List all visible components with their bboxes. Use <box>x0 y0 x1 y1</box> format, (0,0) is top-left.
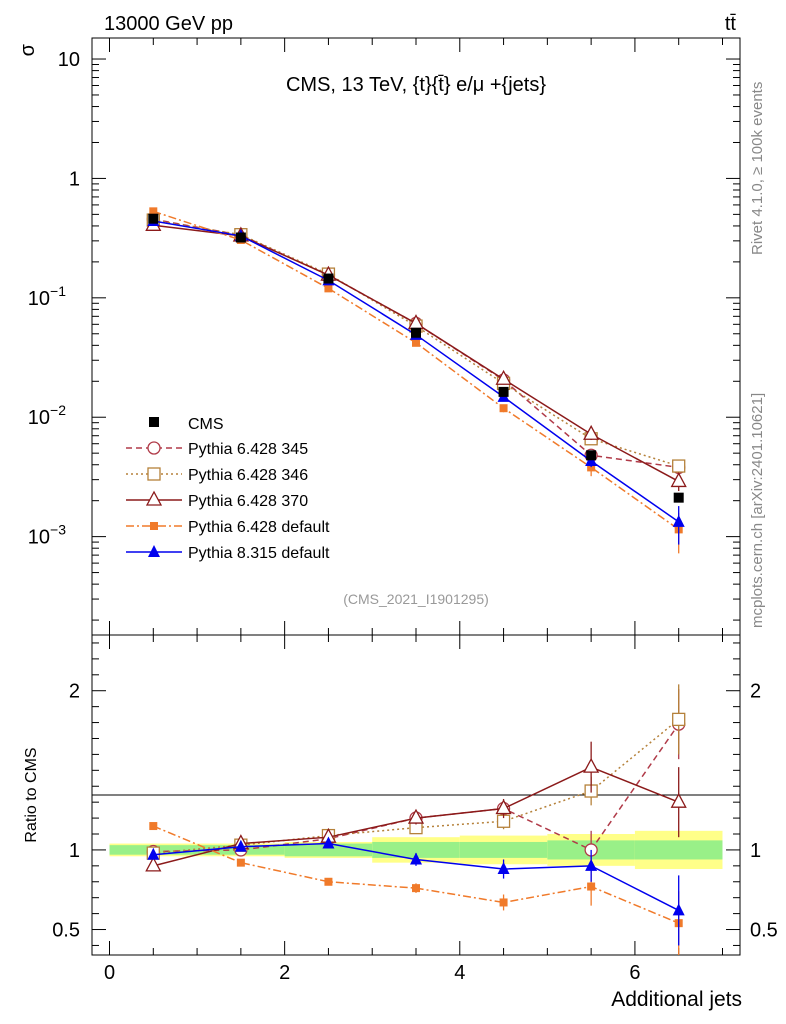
ratio-point <box>147 847 160 860</box>
ratio-point <box>495 799 512 815</box>
ratio-point <box>324 877 333 886</box>
ratio-y-tick-label: 2 <box>69 681 80 703</box>
ratio-point <box>585 858 598 871</box>
x-tick-label: 4 <box>454 962 465 984</box>
ratio-y-tick-label-right: 0.5 <box>750 920 778 942</box>
data-point <box>672 459 686 473</box>
legend-label-2: Pythia 6.428 370 <box>188 493 308 510</box>
legend: CMS Pythia 6.428 345 Pythia 6.428 346 Pythi… <box>126 416 330 562</box>
data-point <box>583 424 600 440</box>
data-point <box>324 284 333 293</box>
ratio-point <box>670 792 687 808</box>
ratio-point <box>587 882 596 891</box>
ratio-point <box>412 884 420 893</box>
ratio-y-tick-label-right: 2 <box>750 681 761 703</box>
data-point <box>672 514 685 527</box>
y-tick-label: 10−3 <box>28 522 66 549</box>
process-label: tt̄ <box>725 13 737 35</box>
legend-label-0: Pythia 6.428 345 <box>188 441 308 458</box>
ratio-point <box>497 862 510 875</box>
rivet-version-label: Rivet 4.1.0, ≥ 100k events <box>749 82 766 255</box>
y-tick-exponent: −3 <box>50 522 66 538</box>
data-point <box>670 472 687 488</box>
legend-marker-2 <box>145 490 163 506</box>
cms-data-point <box>148 213 159 224</box>
ratio-band-inner <box>284 843 373 857</box>
legend-marker-0 <box>147 441 161 455</box>
y-tick-label: 10−2 <box>28 402 66 429</box>
x-tick-label: 0 <box>104 962 115 984</box>
ratio-point <box>672 712 686 727</box>
plot-title: CMS, 13 TeV, {t}{t̄} e/μ +{jets} <box>286 74 546 96</box>
x-tick-label: 2 <box>279 962 290 984</box>
ratio-y-axis-label: Ratio to CMS <box>23 747 40 842</box>
legend-marker-1 <box>147 467 161 481</box>
data-point <box>495 369 512 385</box>
ratio-band-inner <box>459 841 548 858</box>
ratio-point <box>407 808 425 824</box>
y-axis-label: σ <box>17 43 39 56</box>
cms-data-point <box>498 386 509 397</box>
ratio-y-tick-label-right: 1 <box>750 840 761 862</box>
ratio-point <box>145 856 162 872</box>
y-tick-exponent: −2 <box>50 402 66 418</box>
cms-data-point <box>673 492 684 503</box>
ratio-panel: 0.5 0.5 1 1 2 2 0 2 4 6 Ratio to CMS Additional j… <box>23 634 778 1011</box>
y-tick-exponent: −1 <box>50 283 66 299</box>
y-tick-label: 10 <box>58 49 80 71</box>
ratio-point <box>583 757 600 773</box>
ratio-y-tick-label: 1 <box>69 840 80 862</box>
ratio-band-inner <box>372 841 460 858</box>
cms-data-point <box>235 232 246 243</box>
y-tick-label: 1 <box>69 168 80 190</box>
x-tick-label: 6 <box>629 962 640 984</box>
x-axis-label: Additional jets <box>611 988 742 1011</box>
ratio-y-tick-label: 0.5 <box>52 920 80 942</box>
mcplots-source-label: mcplots.cern.ch [arXiv:2401.10621] <box>749 393 766 628</box>
data-point <box>499 404 508 413</box>
legend-label-cms: CMS <box>188 416 224 433</box>
analysis-id-label: (CMS_2021_I1901295) <box>343 591 489 607</box>
data-point <box>412 338 420 347</box>
cms-data-point <box>586 450 597 461</box>
y-tick-label: 10−1 <box>28 283 66 310</box>
ratio-point <box>234 839 247 852</box>
ratio-band-inner <box>634 840 723 860</box>
legend-label-3: Pythia 6.428 default <box>188 519 330 536</box>
legend-marker-4 <box>148 545 160 557</box>
ratio-point <box>236 858 245 867</box>
data-point <box>149 207 158 216</box>
legend-label-4: Pythia 8.315 default <box>188 545 330 562</box>
ratio-point <box>499 898 508 907</box>
legend-label-1: Pythia 6.428 346 <box>188 467 308 484</box>
cms-data-point <box>411 327 421 338</box>
ratio-point <box>672 903 685 916</box>
cms-data-point <box>323 273 334 284</box>
beam-label: 13000 GeV pp <box>104 13 233 35</box>
legend-marker-cms <box>149 417 159 427</box>
data-point <box>587 463 596 472</box>
main-panel: 10−3 10−2 10−1 1 10 CMS, 13 TeV, {t}{t̄} e/μ… <box>28 37 741 636</box>
ratio-point <box>410 852 422 865</box>
ratio-point <box>322 836 335 849</box>
ratio-point <box>149 822 158 831</box>
legend-marker-3 <box>150 522 158 530</box>
